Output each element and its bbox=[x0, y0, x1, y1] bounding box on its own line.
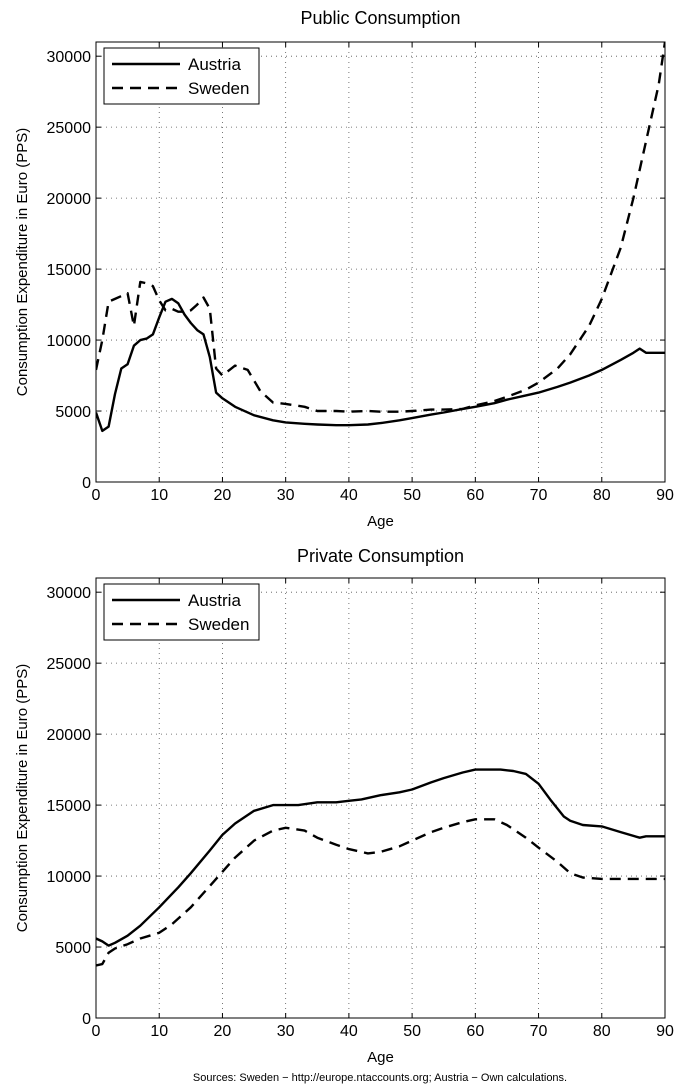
x-tick-label: 70 bbox=[530, 487, 548, 504]
plot-frame bbox=[95, 577, 666, 1019]
y-tick-label: 0 bbox=[82, 475, 91, 492]
series-line-austria bbox=[96, 297, 665, 433]
x-tick-label: 30 bbox=[277, 1023, 295, 1040]
y-tick-label: 20000 bbox=[47, 727, 92, 744]
x-tick-label: 10 bbox=[150, 487, 168, 504]
x-tick-label: 90 bbox=[656, 487, 674, 504]
y-tick-label: 15000 bbox=[47, 798, 92, 815]
x-tick-label: 30 bbox=[277, 487, 295, 504]
chart-title: Public Consumption bbox=[300, 8, 460, 28]
public-consumption-chart: Public Consumption 0 10 20 30 40 50 60 70 80 90 0 50… bbox=[14, 8, 674, 530]
x-tick-label: 70 bbox=[530, 1023, 548, 1040]
x-tick-label: 40 bbox=[340, 487, 358, 504]
legend-label-austria: Austria bbox=[188, 55, 241, 74]
x-tick-label: 80 bbox=[593, 487, 611, 504]
series-line-sweden bbox=[96, 42, 665, 413]
y-tick-label: 30000 bbox=[47, 49, 92, 66]
legend-label-sweden: Sweden bbox=[188, 79, 249, 98]
legend-label-sweden: Sweden bbox=[188, 615, 249, 634]
x-tick-label: 50 bbox=[403, 487, 421, 504]
y-tick-label: 20000 bbox=[47, 191, 92, 208]
private-consumption-chart: Private Consumption 0 10 20 30 40 50 60 70 80 90 0 5… bbox=[14, 546, 674, 1066]
legend-box bbox=[103, 47, 260, 105]
x-tick-label: 20 bbox=[214, 1023, 232, 1040]
x-axis-label: Age bbox=[367, 513, 394, 530]
series-line-sweden bbox=[96, 818, 665, 967]
x-tick-label: 20 bbox=[214, 487, 232, 504]
y-tick-label: 25000 bbox=[47, 120, 92, 137]
x-tick-label: 10 bbox=[150, 1023, 168, 1040]
x-tick-label: 0 bbox=[92, 1023, 101, 1040]
series-line-austria bbox=[96, 768, 665, 947]
y-tick-label: 5000 bbox=[55, 404, 91, 421]
x-tick-label: 60 bbox=[466, 487, 484, 504]
y-axis-label: Consumption Expenditure in Euro (PPS) bbox=[14, 128, 31, 396]
plot-frame bbox=[95, 41, 666, 483]
y-tick-label: 25000 bbox=[47, 656, 92, 673]
y-tick-label: 30000 bbox=[47, 585, 92, 602]
x-tick-label: 80 bbox=[593, 1023, 611, 1040]
chart-title: Private Consumption bbox=[297, 546, 464, 566]
y-tick-label: 10000 bbox=[47, 333, 92, 350]
y-tick-label: 15000 bbox=[47, 262, 92, 279]
source-note: Sources: Sweden − http://europe.ntaccoun… bbox=[193, 1072, 567, 1084]
y-tick-label: 5000 bbox=[55, 940, 91, 957]
legend-box bbox=[103, 583, 260, 641]
legend-label-austria: Austria bbox=[188, 591, 241, 610]
x-tick-label: 50 bbox=[403, 1023, 421, 1040]
x-tick-label: 60 bbox=[466, 1023, 484, 1040]
y-axis-label: Consumption Expenditure in Euro (PPS) bbox=[14, 664, 31, 932]
x-tick-label: 90 bbox=[656, 1023, 674, 1040]
y-tick-label: 0 bbox=[82, 1011, 91, 1028]
x-tick-label: 40 bbox=[340, 1023, 358, 1040]
y-tick-label: 10000 bbox=[47, 869, 92, 886]
x-axis-label: Age bbox=[367, 1049, 394, 1066]
x-tick-label: 0 bbox=[92, 487, 101, 504]
